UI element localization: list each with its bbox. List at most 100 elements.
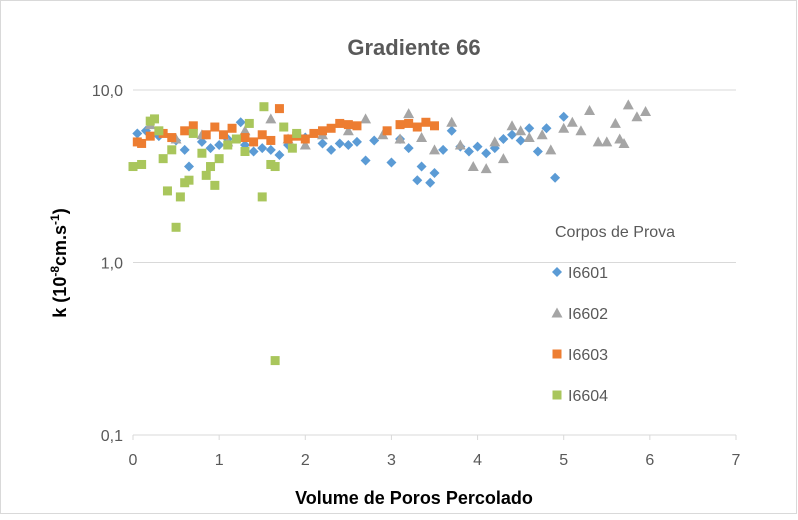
y-axis-label-part: cm.s xyxy=(50,225,70,266)
point xyxy=(249,137,259,147)
x-tick-label: 7 xyxy=(732,452,741,469)
point xyxy=(343,120,353,130)
point xyxy=(404,118,414,128)
legend-label: I6601 xyxy=(568,265,608,282)
point xyxy=(334,138,345,149)
point xyxy=(283,134,293,144)
x-tick-label: 4 xyxy=(473,452,482,469)
point xyxy=(446,125,457,136)
point xyxy=(342,125,354,136)
point xyxy=(430,121,439,131)
point xyxy=(515,135,526,146)
point xyxy=(454,139,466,150)
point xyxy=(145,131,155,141)
point xyxy=(235,117,246,128)
point xyxy=(154,126,164,136)
point xyxy=(223,140,233,150)
point xyxy=(622,99,634,110)
point xyxy=(395,120,405,130)
point xyxy=(317,138,328,149)
point xyxy=(175,192,185,202)
point xyxy=(536,129,548,140)
point xyxy=(343,139,354,150)
point xyxy=(421,117,431,127)
chart-title: Gradiente 66 xyxy=(347,35,480,60)
y-axis-label-part: ) xyxy=(50,208,70,214)
point xyxy=(601,136,613,147)
point xyxy=(240,147,250,157)
y-axis-label: k (10-8cm.s-1) xyxy=(48,208,70,317)
point xyxy=(214,139,225,150)
point xyxy=(507,129,518,140)
point xyxy=(292,128,302,138)
point xyxy=(532,146,543,157)
point xyxy=(335,118,345,128)
y-axis-label-part: -8 xyxy=(48,266,62,277)
point xyxy=(274,149,285,160)
point xyxy=(309,128,319,138)
y-tick-label: 10,0 xyxy=(92,83,123,100)
y-axis-label-part: k (10 xyxy=(50,277,70,318)
point xyxy=(188,121,198,131)
legend-label: I6603 xyxy=(568,347,608,364)
point xyxy=(575,125,587,136)
point xyxy=(197,148,207,158)
point xyxy=(446,116,458,127)
point xyxy=(210,122,220,132)
point xyxy=(558,111,569,122)
point xyxy=(167,133,177,143)
point xyxy=(351,136,362,147)
point xyxy=(326,144,337,155)
point xyxy=(412,175,423,186)
point xyxy=(137,138,147,148)
point xyxy=(631,111,643,122)
point xyxy=(498,133,509,144)
x-tick-label: 1 xyxy=(215,452,224,469)
point xyxy=(403,143,414,154)
point xyxy=(584,105,596,116)
point xyxy=(279,122,289,132)
point xyxy=(299,139,311,150)
point xyxy=(523,132,535,143)
x-tick-label: 6 xyxy=(645,452,654,469)
point xyxy=(162,186,172,196)
point xyxy=(369,135,380,146)
x-tick-label: 3 xyxy=(387,452,396,469)
point xyxy=(266,135,276,145)
point xyxy=(403,108,415,119)
point xyxy=(558,122,570,133)
x-tick-label: 2 xyxy=(301,452,310,469)
point xyxy=(231,134,241,144)
point xyxy=(167,145,177,155)
point xyxy=(360,155,371,166)
point xyxy=(416,161,427,172)
point xyxy=(429,144,440,155)
point xyxy=(386,157,397,168)
point xyxy=(592,136,604,147)
point xyxy=(201,130,211,140)
point xyxy=(326,123,336,133)
y-tick-label: 1,0 xyxy=(101,256,123,273)
point xyxy=(270,162,280,172)
point xyxy=(318,126,328,136)
point xyxy=(497,153,509,164)
point xyxy=(429,168,440,179)
point xyxy=(201,170,211,180)
point xyxy=(524,123,535,134)
point xyxy=(214,154,224,164)
point xyxy=(506,120,518,131)
x-tick-label: 0 xyxy=(129,452,138,469)
point xyxy=(287,143,297,153)
point xyxy=(137,159,147,169)
point xyxy=(270,356,280,366)
point xyxy=(412,122,422,132)
point xyxy=(259,102,269,112)
point xyxy=(394,133,406,144)
point xyxy=(480,163,492,174)
y-tick-label: 0,1 xyxy=(101,428,123,445)
legend-label: I6602 xyxy=(568,306,608,323)
point xyxy=(274,104,284,114)
point xyxy=(489,136,501,147)
point xyxy=(210,180,220,190)
